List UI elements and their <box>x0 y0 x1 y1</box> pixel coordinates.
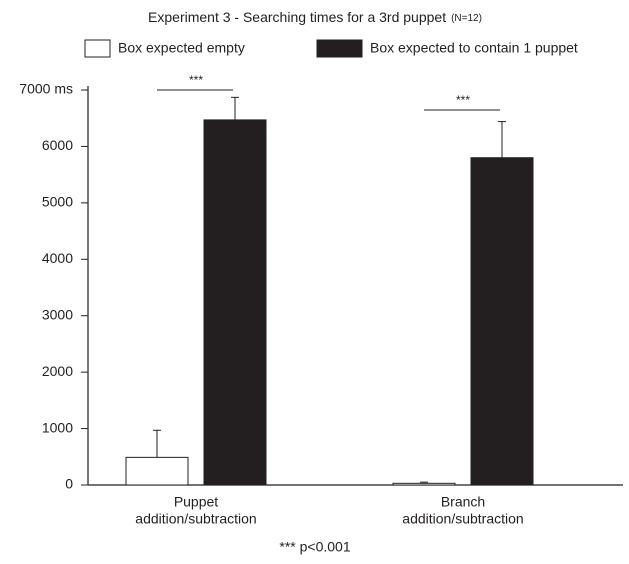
significance-label: *** <box>189 73 203 87</box>
bar <box>470 157 534 486</box>
y-tick-label: 7000 ms <box>19 81 73 97</box>
x-tick-label: Branch <box>441 494 485 510</box>
x-tick-label: addition/subtraction <box>135 511 256 527</box>
legend-swatch <box>316 39 363 58</box>
bar <box>125 456 189 486</box>
y-tick-label: 1000 <box>42 419 73 435</box>
y-tick-label: 0 <box>65 476 73 492</box>
legend-label: Box expected empty <box>118 40 245 56</box>
y-tick-label: 2000 <box>42 363 73 379</box>
y-tick-label: 6000 <box>42 137 73 153</box>
bar <box>392 482 456 486</box>
footnote: *** p<0.001 <box>279 539 350 555</box>
title-main: Experiment 3 - Searching times for a 3rd… <box>148 9 446 25</box>
y-tick-label: 3000 <box>42 306 73 322</box>
bar <box>203 119 267 486</box>
x-tick-label: Puppet <box>174 494 218 510</box>
x-tick-label: addition/subtraction <box>402 511 523 527</box>
title-note: (N=12) <box>451 13 482 24</box>
y-tick-label: 5000 <box>42 194 73 210</box>
significance-label: *** <box>456 93 470 107</box>
chart-title: Experiment 3 - Searching times for a 3rd… <box>148 9 482 25</box>
y-tick-label: 4000 <box>42 250 73 266</box>
legend-swatch <box>84 39 111 58</box>
legend-label: Box expected to contain 1 puppet <box>370 40 578 56</box>
